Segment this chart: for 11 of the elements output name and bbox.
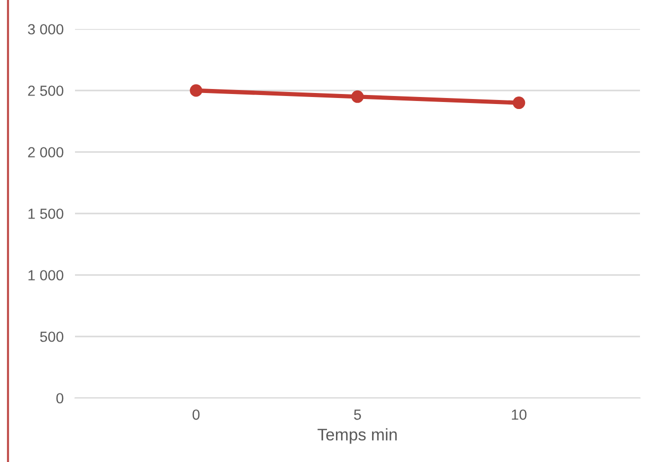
y-tick-label: 2 000: [28, 147, 64, 158]
y-tick-label: 500: [40, 332, 64, 342]
x-axis-title: Temps min: [318, 428, 397, 444]
y-tick-label: 1 500: [28, 208, 64, 219]
x-tick-label: 10: [512, 409, 526, 420]
x-tick-label: 0: [192, 409, 200, 420]
y-tick-label: 3 000: [28, 24, 64, 34]
y-tick-label: 2 500: [28, 86, 64, 96]
x-tick-label: 5: [354, 410, 361, 420]
y-tick-label: 1 000: [28, 270, 64, 280]
y-tick-label: 0: [56, 393, 64, 404]
